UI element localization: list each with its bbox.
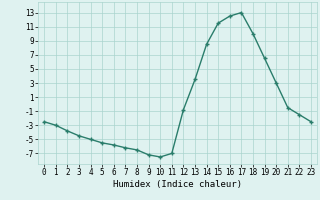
X-axis label: Humidex (Indice chaleur): Humidex (Indice chaleur)	[113, 180, 242, 189]
